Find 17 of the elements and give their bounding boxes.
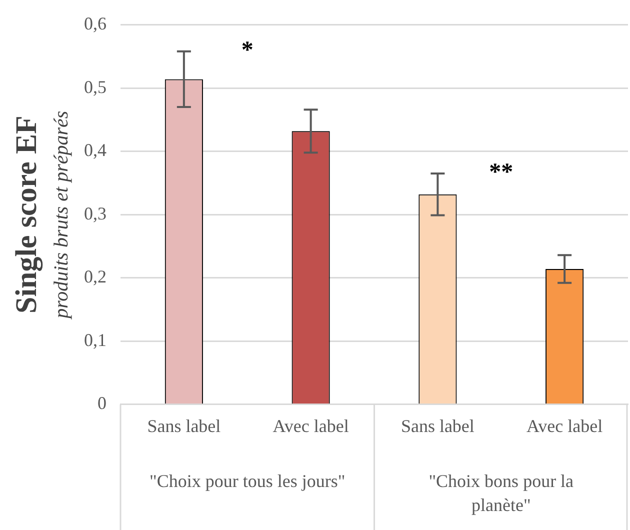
x-tick-label: Sans label (400, 416, 474, 436)
y-tick-label: 0,2 (84, 266, 106, 287)
x-tick-label: Avec label (526, 416, 603, 436)
y-tick-label: 0,4 (84, 140, 106, 160)
annotation: * (241, 38, 254, 64)
y-tick-label: 0 (98, 393, 106, 414)
text: produits bruts et préparés (50, 110, 72, 320)
annotation: ** (489, 160, 514, 186)
x-tick-label: Avec label (272, 416, 349, 436)
x-tick-label: Sans label (147, 416, 221, 436)
text: "Choix bons pour la planète" (428, 471, 574, 516)
y-tick-label: 0,5 (84, 76, 106, 97)
y-axis-title: Single score EF (10, 116, 43, 314)
y-tick-label: 0,1 (84, 330, 106, 350)
y-tick-label: 0,3 (84, 203, 106, 224)
y-tick-label: 0,6 (84, 14, 106, 34)
text: "Choix pour tous les jours" (150, 471, 346, 492)
